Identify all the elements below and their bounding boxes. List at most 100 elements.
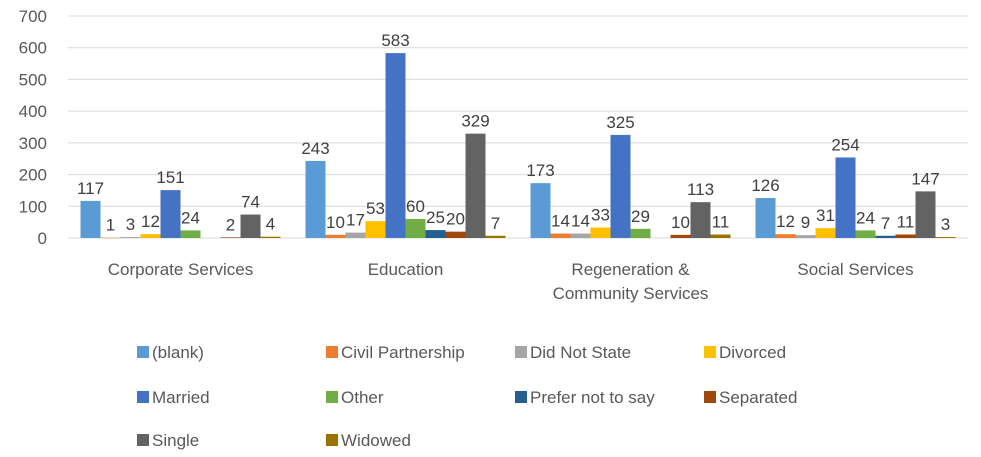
- data-label: 12: [141, 212, 160, 231]
- legend-label: Divorced: [719, 343, 786, 362]
- bar: [855, 230, 876, 238]
- data-label: 2: [226, 215, 235, 234]
- bar: [775, 234, 796, 238]
- legend-label: Single: [152, 431, 199, 450]
- bar: [485, 235, 506, 238]
- data-label: 583: [381, 31, 409, 50]
- data-label: 14: [571, 212, 590, 231]
- data-label: 117: [77, 179, 104, 198]
- gridlines: [68, 15, 968, 239]
- legend-swatch: [326, 391, 338, 403]
- bar: [875, 235, 896, 238]
- data-label: 126: [751, 176, 779, 195]
- bar: [365, 221, 386, 238]
- data-label: 31: [816, 206, 835, 225]
- data-label: 1: [106, 216, 115, 235]
- bar: [160, 190, 181, 238]
- x-axis-categories: Corporate Services Education Regeneration …: [108, 260, 914, 303]
- legend-label: Separated: [719, 388, 797, 407]
- data-label: 254: [831, 135, 859, 154]
- category-label: Regeneration & Community Services: [553, 260, 709, 303]
- data-label: 147: [911, 169, 939, 188]
- bar: [815, 228, 836, 238]
- data-label: 29: [631, 207, 650, 226]
- legend-swatch: [137, 346, 149, 358]
- bar: [465, 133, 486, 238]
- data-label: 24: [181, 208, 200, 227]
- data-label: 7: [881, 214, 890, 233]
- legend-swatch: [326, 434, 338, 446]
- bar: [755, 198, 776, 238]
- legend-label: Did Not State: [530, 343, 631, 362]
- data-label: 14: [551, 212, 570, 231]
- bar: [530, 183, 551, 238]
- legend-label: (blank): [152, 343, 204, 362]
- bar: [710, 234, 731, 238]
- bar: [80, 200, 101, 238]
- legend-label: Married: [152, 388, 210, 407]
- y-tick-label: 300: [19, 134, 47, 153]
- legend-swatch: [137, 391, 149, 403]
- bar: [385, 53, 406, 238]
- bars: [80, 53, 956, 239]
- bar: [550, 233, 571, 238]
- data-label: 243: [301, 139, 329, 158]
- bar: [915, 191, 936, 238]
- bar: [260, 236, 281, 238]
- legend-swatch: [326, 346, 338, 358]
- bar: [425, 230, 446, 238]
- legend-swatch: [515, 346, 527, 358]
- y-tick-label: 600: [19, 39, 47, 58]
- bar: [180, 230, 201, 238]
- data-label: 329: [461, 112, 489, 131]
- category-label: Social Services: [797, 260, 913, 279]
- bar: [690, 202, 711, 238]
- y-tick-label: 500: [19, 70, 47, 89]
- bar: [305, 160, 326, 238]
- bar: [590, 227, 611, 238]
- y-tick-label: 200: [19, 166, 47, 185]
- data-label: 12: [776, 212, 795, 231]
- bar: [895, 234, 916, 238]
- bar: [405, 218, 426, 238]
- data-label: 10: [671, 213, 690, 232]
- bar: [120, 237, 141, 238]
- data-label: 20: [446, 210, 465, 229]
- legend-label: Widowed: [341, 431, 411, 450]
- data-label: 33: [591, 206, 610, 225]
- y-tick-label: 100: [19, 197, 47, 216]
- data-label: 60: [406, 197, 425, 216]
- data-label: 25: [426, 208, 445, 227]
- bar: [935, 237, 956, 238]
- data-label: 74: [241, 193, 260, 212]
- bar: [610, 134, 631, 238]
- legend-swatch: [515, 391, 527, 403]
- bar: [795, 235, 816, 238]
- data-label: 11: [712, 213, 730, 232]
- data-label: 9: [801, 213, 810, 232]
- bar: [325, 234, 346, 238]
- data-label: 11: [897, 213, 915, 232]
- legend: (blank) Civil Partnership Did Not State Div…: [137, 343, 797, 450]
- data-label: 173: [526, 161, 554, 180]
- data-label: 7: [491, 214, 500, 233]
- bar: [220, 237, 241, 238]
- bar: [345, 232, 366, 238]
- bar: [570, 233, 591, 238]
- bar: [630, 228, 651, 238]
- data-label: 151: [156, 168, 184, 187]
- data-label: 17: [346, 211, 365, 230]
- y-tick-label: 0: [38, 229, 47, 248]
- legend-label: Other: [341, 388, 384, 407]
- bar: [445, 231, 466, 238]
- bar: [240, 214, 261, 238]
- y-tick-label: 700: [19, 7, 47, 26]
- category-label: Education: [368, 260, 444, 279]
- y-tick-label: 400: [19, 102, 47, 121]
- legend-label: Prefer not to say: [530, 388, 655, 407]
- y-axis-ticks: 0 100 200 300 400 500 600 700: [19, 7, 47, 248]
- legend-swatch: [137, 434, 149, 446]
